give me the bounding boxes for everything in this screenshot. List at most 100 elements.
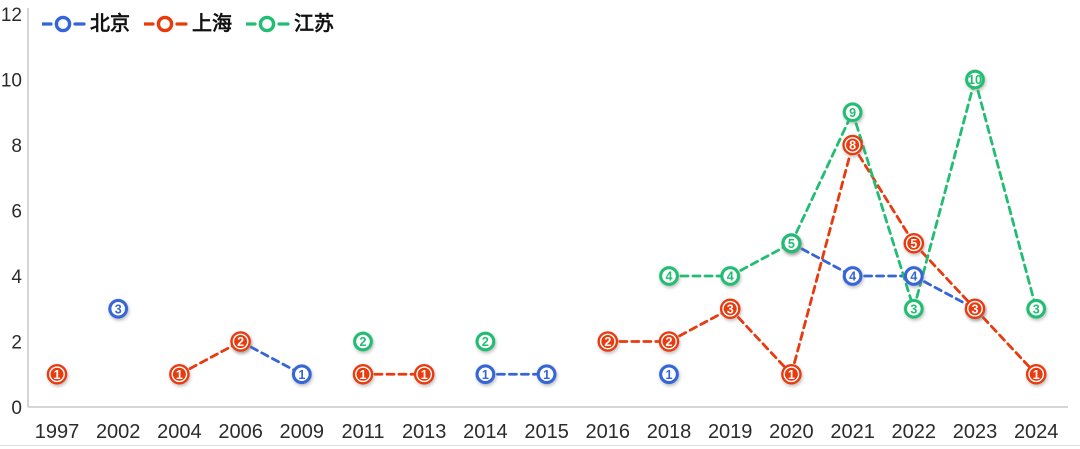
legend-marker-icon [144,15,188,33]
series-line-上海 [851,143,916,245]
data-point-北京-2015[interactable]: 1 [536,363,557,385]
x-tick-label: 2019 [708,421,753,443]
x-tick-label: 2004 [157,421,202,443]
y-tick-label: 2 [11,333,22,354]
data-point-value: 1 [54,368,61,382]
y-tick-label: 0 [11,398,22,419]
series-line-上海 [177,340,243,376]
data-point-value: 4 [727,270,734,284]
legend-label: 北京 [90,13,130,35]
series-line-北京 [912,274,977,311]
legend-marker-icon [42,15,86,33]
legend-marker-icon [246,15,290,33]
data-point-江苏-2021[interactable]: 9 [842,101,863,123]
x-tick-label: 2006 [218,421,263,443]
data-point-江苏-2023[interactable]: 10 [964,69,986,90]
data-point-江苏-2022[interactable]: 3 [903,298,925,320]
data-point-北京-2009[interactable]: 1 [291,363,313,385]
series-line-江苏 [912,78,977,311]
x-tick-label: 2013 [402,421,447,443]
x-tick-label: 1997 [35,421,80,443]
data-point-江苏-2019[interactable]: 4 [719,265,741,287]
y-tick-label: 4 [11,267,22,288]
y-tick-label: 8 [11,136,22,157]
data-point-江苏-2014[interactable]: 2 [475,331,496,352]
data-point-value: 3 [727,302,734,316]
data-point-value: 1 [298,368,305,382]
data-point-上海-2018[interactable]: 2 [658,331,680,352]
series-line-上海 [667,307,732,343]
data-point-value: 5 [910,237,917,251]
data-point-上海-2019[interactable]: 3 [719,298,741,320]
x-tick-label: 2009 [280,421,325,443]
data-point-value: 1 [482,368,489,382]
data-point-北京-2021[interactable]: 4 [842,265,863,287]
data-point-上海-2011[interactable]: 1 [352,363,374,385]
data-point-上海-1997[interactable]: 1 [46,363,68,385]
legend-item-shanghai[interactable]: 上海 [144,14,232,34]
data-point-value: 3 [910,302,917,316]
series-line-江苏 [728,241,793,278]
data-point-value: 9 [849,106,856,120]
x-tick-label: 2022 [892,421,937,443]
data-point-江苏-2024[interactable]: 3 [1025,298,1047,320]
chart-legend: 北京 上海 江苏 [42,14,334,34]
series-line-江苏 [973,78,1038,311]
data-point-江苏-2011[interactable]: 2 [352,331,374,352]
legend-item-jiangsu[interactable]: 江苏 [246,14,334,34]
data-point-value: 2 [482,335,489,349]
legend-label: 上海 [192,13,232,35]
data-point-value: 3 [1033,302,1040,316]
y-tick-label: 10 [1,71,22,92]
data-point-上海-2013[interactable]: 1 [413,363,435,385]
data-point-上海-2020[interactable]: 1 [781,363,802,385]
series-line-北京 [239,340,304,376]
y-tick-label: 12 [1,5,22,26]
series-line-上海 [728,307,793,376]
legend-item-beijing[interactable]: 北京 [42,14,130,34]
data-point-北京-2022[interactable]: 4 [903,265,925,287]
data-point-北京-2018[interactable]: 1 [658,363,680,385]
data-point-北京-2014[interactable]: 1 [475,363,496,385]
data-point-value: 1 [1033,368,1040,382]
data-point-上海-2022[interactable]: 5 [903,232,925,254]
x-tick-label: 2016 [586,421,631,443]
legend-label: 江苏 [294,13,334,35]
data-point-value: 8 [849,139,856,153]
x-tick-label: 2020 [769,421,814,443]
bottom-divider [0,445,1080,446]
x-tick-label: 2018 [647,421,692,443]
data-point-上海-2024[interactable]: 1 [1025,363,1047,385]
data-point-value: 2 [360,335,367,349]
y-tick-label: 6 [11,202,22,223]
data-point-value: 4 [910,270,917,284]
data-point-value: 1 [176,368,183,382]
data-point-value: 4 [849,270,856,284]
data-point-value: 3 [972,302,979,316]
data-point-上海-2016[interactable]: 2 [597,331,619,352]
data-point-value: 1 [543,368,550,382]
data-point-上海-2023[interactable]: 3 [964,298,986,320]
series-line-上海 [912,241,977,311]
x-tick-label: 2011 [341,421,384,443]
data-point-上海-2021[interactable]: 8 [842,134,863,156]
data-point-北京-2002[interactable]: 3 [107,298,129,320]
series-line-上海 [790,143,854,376]
x-tick-label: 2021 [830,421,875,443]
data-point-value: 4 [666,270,673,284]
x-tick-label: 2015 [524,421,569,443]
data-point-江苏-2018[interactable]: 4 [658,265,680,287]
x-tick-label: 2002 [96,421,141,443]
data-point-value: 5 [788,237,795,251]
data-point-上海-2004[interactable]: 1 [169,363,190,385]
x-tick-label: 2023 [953,421,998,443]
data-point-value: 2 [237,335,244,349]
data-point-value: 1 [666,368,673,382]
data-point-value: 3 [115,302,122,316]
data-point-value: 2 [666,335,673,349]
data-point-上海-2006[interactable]: 2 [230,331,251,352]
x-tick-label: 2024 [1014,421,1059,443]
data-point-江苏-2020[interactable]: 5 [781,232,802,254]
